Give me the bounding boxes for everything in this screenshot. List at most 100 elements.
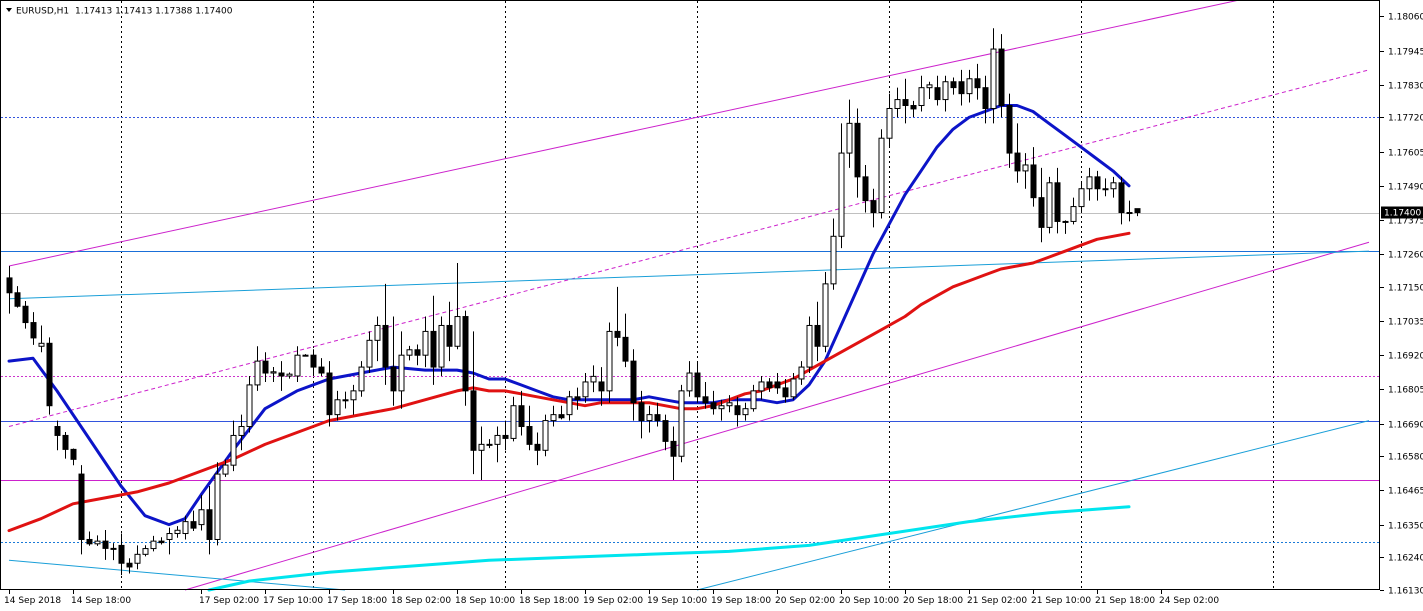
candle-body-down	[910, 105, 917, 110]
y-tick-label: 1.17605	[1388, 149, 1423, 159]
candle-body-down	[574, 396, 581, 401]
candle-body-up	[846, 122, 853, 154]
candle-body-down	[278, 372, 285, 377]
x-tick-label: 20 Sep 18:00	[903, 596, 963, 606]
candle-body-up	[230, 434, 237, 466]
candle-body-down	[6, 277, 13, 294]
candle-body-up	[550, 414, 557, 422]
x-tick-label: 14 Sep 18:00	[71, 596, 131, 606]
x-tick-label: 17 Sep 10:00	[263, 596, 323, 606]
candle-body-up	[758, 381, 765, 392]
x-tick-label: 19 Sep 18:00	[711, 596, 771, 606]
candle-body-up	[566, 396, 573, 416]
y-tick-label: 1.16805	[1388, 386, 1423, 396]
candle-body-down	[1054, 182, 1061, 222]
candle-body-up	[494, 434, 501, 445]
trend-line	[8, 250, 1370, 300]
candle-body-up	[150, 540, 157, 550]
candle-body-up	[686, 372, 693, 392]
candle-body-down	[22, 305, 29, 324]
x-tick-label: 21 Sep 02:00	[967, 596, 1027, 606]
candle-body-down	[382, 324, 389, 368]
candle-body-up	[742, 408, 749, 416]
candle-body-down	[78, 473, 85, 540]
candle-body-up	[374, 324, 381, 341]
symbol-label: EURUSD,H1	[16, 7, 69, 17]
candle-body-down	[1006, 105, 1013, 154]
candle-body-down	[670, 440, 677, 457]
candle-body-up	[606, 330, 613, 392]
candle-body-down	[502, 434, 509, 439]
candle-body-up	[966, 78, 973, 95]
candle-body-down	[774, 381, 781, 389]
candle-body-up	[358, 366, 365, 392]
moving-average-line	[207, 505, 1131, 592]
candle-body-down	[766, 381, 773, 389]
candle-body-up	[222, 464, 229, 475]
candle-body-up	[366, 339, 373, 368]
candle-body-up	[590, 375, 597, 383]
candle-body-up	[214, 473, 221, 540]
candle-body-down	[302, 354, 309, 357]
candle-body-down	[462, 316, 469, 392]
candle-body-up	[134, 553, 141, 564]
symbol-header: EURUSD,H1 1.17413 1.17413 1.17388 1.1740…	[6, 7, 233, 17]
y-tick-label: 1.16350	[1388, 522, 1423, 532]
candle-body-down	[638, 402, 645, 422]
candle-body-up	[478, 443, 485, 451]
candle-body-up	[286, 373, 293, 377]
candle-body-down	[1134, 208, 1141, 214]
candle-body-down	[1118, 182, 1125, 214]
candle-body-down	[102, 540, 109, 549]
candle-body-up	[806, 324, 813, 368]
candle-body-down	[1102, 188, 1109, 191]
candle-body-up	[838, 152, 845, 237]
y-tick-label: 1.17035	[1388, 318, 1423, 328]
candle-body-up	[510, 405, 517, 439]
candle-body-down	[30, 322, 37, 339]
current-price-marker: 1.17400	[1381, 206, 1423, 219]
candle-body-down	[734, 405, 741, 416]
candle-body-down	[630, 360, 637, 404]
candle-body-down	[390, 366, 397, 392]
plot-frame	[0, 0, 1380, 590]
trend-line	[184, 241, 1370, 591]
candle-body-up	[406, 349, 413, 356]
triangle-down-icon[interactable]	[6, 8, 12, 12]
y-tick-label: 1.16130	[1388, 587, 1423, 597]
candle-body-down	[110, 547, 117, 550]
candle-body-up	[142, 548, 149, 555]
x-tick-label: 18 Sep 02:00	[391, 596, 451, 606]
candle-body-down	[614, 330, 621, 338]
y-tick-label: 1.17260	[1388, 251, 1423, 261]
candle-body-down	[262, 360, 269, 374]
candle-body-down	[158, 540, 165, 544]
candle-body-down	[1094, 176, 1101, 190]
x-tick-label: 17 Sep 02:00	[199, 596, 259, 606]
x-tick-label: 19 Sep 02:00	[583, 596, 643, 606]
current-price-label: 1.17400	[1384, 209, 1421, 219]
moving-averages	[7, 104, 1131, 592]
y-tick-label: 1.17375	[1388, 217, 1423, 227]
y-tick-label: 1.17150	[1388, 284, 1423, 294]
candle-body-up	[38, 342, 45, 347]
y-tick-label: 1.16920	[1388, 352, 1423, 362]
candle-body-down	[310, 354, 317, 368]
candle-body-up	[94, 540, 101, 545]
x-tick-label: 20 Sep 02:00	[775, 596, 835, 606]
current-price-box	[1381, 206, 1423, 219]
candle-body-up	[350, 390, 357, 401]
candle-body-up	[542, 420, 549, 451]
candle-body-down	[206, 509, 213, 540]
candle-body-down	[950, 81, 957, 89]
candle-body-down	[1030, 164, 1037, 199]
trend-lines	[8, 0, 1370, 591]
y-axis: 1.18060 1.17945 1.17830 1.17720 1.17605 1.174…	[1380, 13, 1423, 597]
candle-body-up	[166, 533, 173, 540]
candle-body-up	[198, 509, 205, 526]
candle-body-down	[470, 390, 477, 451]
candle-body-up	[1086, 176, 1093, 190]
candle-body-up	[294, 354, 301, 377]
grid-layer	[121, 1, 1274, 590]
